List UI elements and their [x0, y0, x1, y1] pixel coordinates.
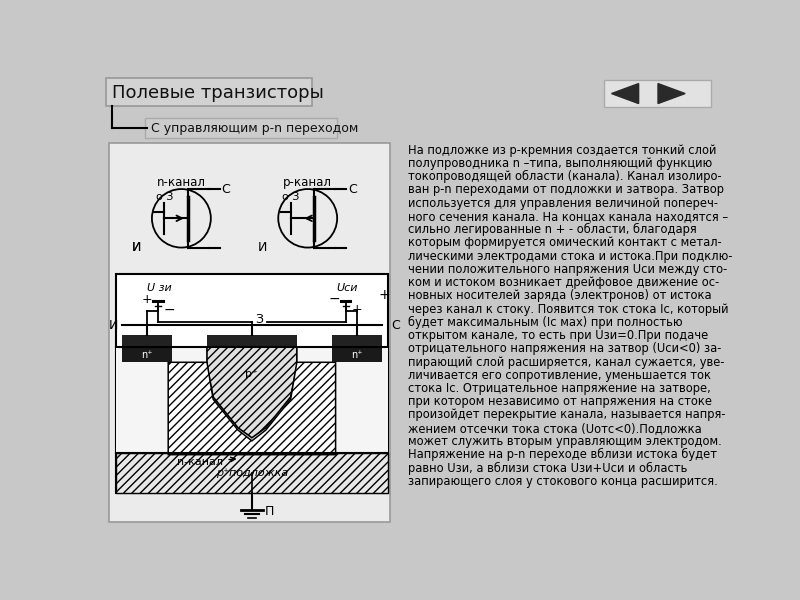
Polygon shape [207, 347, 297, 438]
Text: Uси: Uси [337, 283, 358, 293]
Text: при котором независимо от напряжения на стоке: при котором независимо от напряжения на … [409, 395, 713, 408]
Text: Полевые транзисторы: Полевые транзисторы [112, 84, 323, 102]
Text: +: + [378, 287, 390, 302]
Text: которым формируется омический контакт с метал-: которым формируется омический контакт с … [409, 236, 722, 250]
Text: Напряжение на р-n переходе вблизи истока будет: Напряжение на р-n переходе вблизи истока… [409, 448, 718, 461]
Text: П: П [264, 505, 274, 518]
Bar [332, 347, 382, 362]
Text: р-канал: р-канал [283, 176, 332, 188]
Text: отрицательного напряжения на затвор (Uси<0) за-: отрицательного напряжения на затвор (Uси… [409, 342, 722, 355]
Text: И: И [132, 241, 141, 254]
Bar [115, 453, 388, 493]
FancyBboxPatch shape [110, 143, 390, 521]
Text: С: С [348, 182, 357, 196]
Text: На подложке из р-кремния создается тонкий слой: На подложке из р-кремния создается тонки… [409, 143, 717, 157]
Text: +: + [351, 304, 362, 316]
Text: И: И [110, 319, 118, 332]
Polygon shape [168, 362, 336, 455]
Text: ком и истоком возникает дрейфовое движение ос-: ком и истоком возникает дрейфовое движен… [409, 276, 720, 289]
Text: произойдет перекрытие канала, называется напря-: произойдет перекрытие канала, называется… [409, 409, 726, 421]
Text: стока Iс. Отрицательное напряжение на затворе,: стока Iс. Отрицательное напряжение на за… [409, 382, 711, 395]
Text: новных носителей заряда (электронов) от истока: новных носителей заряда (электронов) от … [409, 289, 712, 302]
Text: р⁺: р⁺ [246, 369, 258, 379]
Text: n-канал: n-канал [178, 457, 235, 467]
Bar [122, 335, 172, 347]
Text: запирающего слоя у стокового конца расширится.: запирающего слоя у стокового конца расши… [409, 475, 718, 488]
FancyBboxPatch shape [106, 78, 311, 106]
Text: пирающий слой расширяется, канал сужается, уве-: пирающий слой расширяется, канал сужаетс… [409, 356, 725, 368]
Text: используется для управления величиной попереч-: используется для управления величиной по… [409, 197, 718, 209]
Text: С: С [391, 319, 400, 332]
Bar [115, 347, 388, 453]
Polygon shape [658, 83, 685, 104]
Text: З: З [256, 313, 264, 326]
Text: n⁺: n⁺ [351, 350, 362, 359]
Polygon shape [611, 83, 638, 104]
Bar [115, 274, 388, 493]
Text: р⁺подложка: р⁺подложка [216, 468, 288, 478]
Text: о З: о З [156, 192, 173, 202]
Text: полупроводника n –типа, выполняющий функцию: полупроводника n –типа, выполняющий функ… [409, 157, 713, 170]
Text: И: И [132, 241, 141, 254]
Text: ван р-n переходами от подложки и затвора. Затвор: ван р-n переходами от подложки и затвора… [409, 184, 725, 196]
Text: может служить вторым управляющим электродом.: может служить вторым управляющим электро… [409, 435, 722, 448]
Text: лическими электродами стока и истока.При подклю-: лическими электродами стока и истока.При… [409, 250, 733, 263]
Text: будет максимальным (Iс мах) при полностью: будет максимальным (Iс мах) при полность… [409, 316, 683, 329]
FancyBboxPatch shape [604, 80, 710, 107]
Text: сильно легированные n + - области, благодаря: сильно легированные n + - области, благо… [409, 223, 698, 236]
Text: −: − [163, 303, 174, 317]
Text: U зи: U зи [147, 283, 172, 293]
Bar [122, 347, 172, 362]
Text: о З: о З [282, 192, 299, 202]
Text: жением отсечки тока стока (Uотс<0).Подложка: жением отсечки тока стока (Uотс<0).Подло… [409, 422, 702, 435]
Text: n-канал: n-канал [157, 176, 206, 188]
Text: И: И [258, 241, 267, 254]
FancyBboxPatch shape [145, 118, 337, 138]
Text: через канал к стоку. Появится ток стока Iс, который: через канал к стоку. Появится ток стока … [409, 302, 729, 316]
Text: равно Uзи, а вблизи стока Uзи+Uси и область: равно Uзи, а вблизи стока Uзи+Uси и обла… [409, 461, 688, 475]
Text: чении положительного напряжения Uси между сто-: чении положительного напряжения Uси межд… [409, 263, 728, 276]
Text: личивается его сопротивление, уменьшается ток: личивается его сопротивление, уменьшаетс… [409, 369, 711, 382]
Bar [207, 335, 297, 347]
Text: ного сечения канала. На концах канала находятся –: ного сечения канала. На концах канала на… [409, 210, 729, 223]
Bar [332, 335, 382, 347]
Text: открытом канале, то есть при Uзи=0.При подаче: открытом канале, то есть при Uзи=0.При п… [409, 329, 709, 342]
Text: +: + [142, 293, 153, 305]
Text: −: − [329, 292, 341, 306]
Text: n⁺: n⁺ [141, 350, 153, 359]
Text: С: С [222, 182, 230, 196]
Text: С управляющим р-n переходом: С управляющим р-n переходом [151, 122, 358, 136]
Text: токопроводящей области (канала). Канал изолиро-: токопроводящей области (канала). Канал и… [409, 170, 722, 183]
